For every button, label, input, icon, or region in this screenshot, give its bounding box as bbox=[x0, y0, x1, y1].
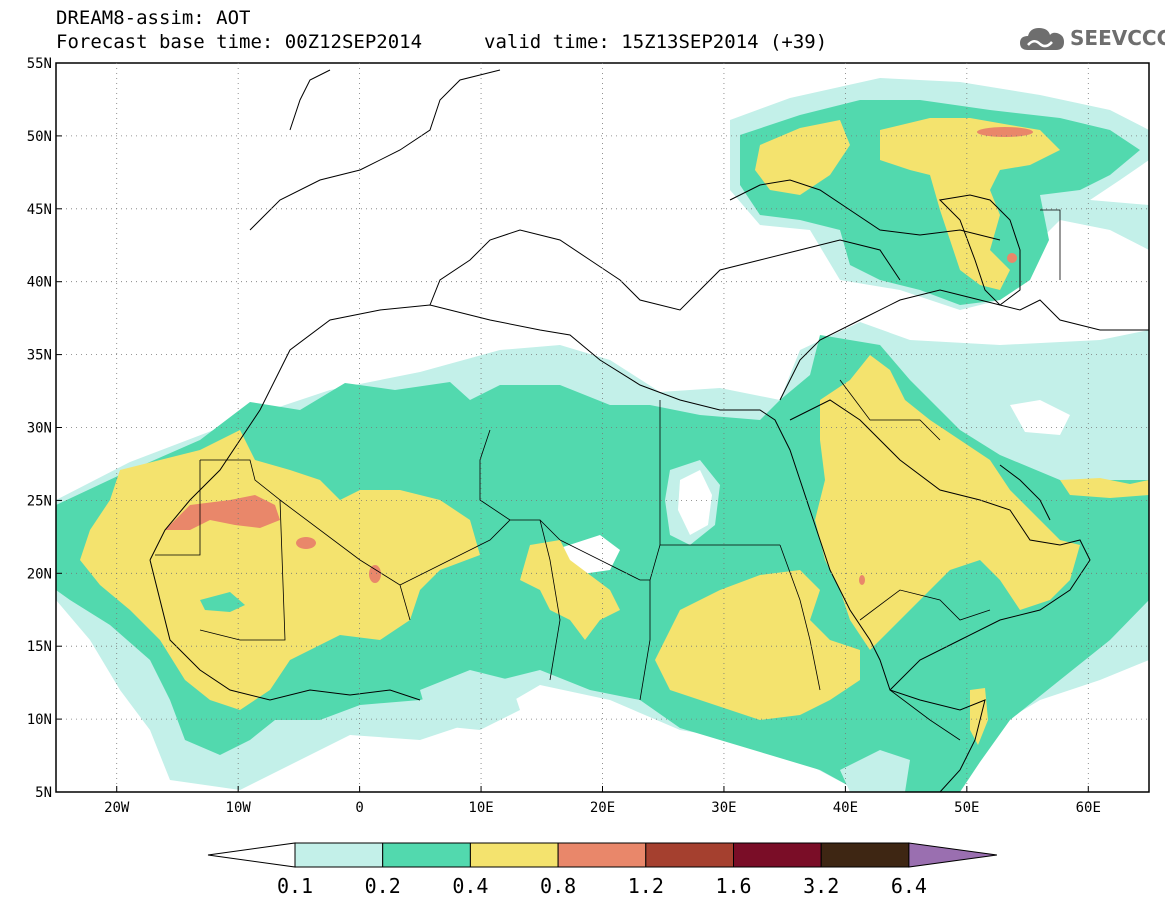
colorbar-label: 0.4 bbox=[452, 874, 488, 898]
valid-time: valid time: 15Z13SEP2014 (+39) bbox=[484, 31, 828, 53]
aot-level-0.4 bbox=[80, 118, 1149, 745]
lon-tick-label: 20E bbox=[590, 800, 615, 816]
lat-tick-label: 20N bbox=[27, 566, 52, 582]
forecast-time-line: Forecast base time: 00Z12SEP2014 valid ti… bbox=[56, 31, 827, 53]
lon-tick-label: 50E bbox=[954, 800, 979, 816]
lon-tick-label: 40E bbox=[833, 800, 858, 816]
lat-tick-label: 40N bbox=[27, 275, 52, 291]
forecast-base-time: Forecast base time: 00Z12SEP2014 bbox=[56, 31, 423, 53]
coastlines bbox=[149, 69, 1149, 792]
colorbar-label: 1.6 bbox=[715, 874, 751, 898]
lat-tick-label: 10N bbox=[27, 712, 52, 728]
map-title: DREAM8-assim: AOT bbox=[56, 7, 251, 29]
colorbar-swatch bbox=[469, 842, 559, 868]
lat-tick-label: 55N bbox=[27, 56, 52, 72]
lat-tick-label: 50N bbox=[27, 129, 52, 145]
lat-tick-label: 15N bbox=[27, 639, 52, 655]
colorbar-swatch bbox=[294, 842, 384, 868]
logo-text: SEEVCCC bbox=[1070, 26, 1165, 50]
colorbar-swatch bbox=[382, 842, 471, 868]
colorbar-swatch bbox=[645, 842, 734, 868]
lat-tick-label: 25N bbox=[27, 493, 52, 509]
colorbar-overflow-arrow bbox=[908, 842, 997, 868]
lon-tick-label: 10W bbox=[226, 800, 252, 816]
cloud-icon bbox=[1020, 28, 1064, 50]
colorbar-label: 0.1 bbox=[277, 874, 313, 898]
colorbar-swatch bbox=[820, 842, 910, 868]
aot-level-0.8 bbox=[165, 127, 1033, 585]
colorbar-label: 1.2 bbox=[628, 874, 664, 898]
colorbar-swatch bbox=[557, 842, 647, 868]
lon-tick-label: 30E bbox=[711, 800, 736, 816]
colorbar-label: 3.2 bbox=[803, 874, 839, 898]
lat-tick-label: 5N bbox=[35, 785, 52, 801]
colorbar-label: 6.4 bbox=[891, 874, 927, 898]
lat-tick-label: 45N bbox=[27, 202, 52, 218]
lon-tick-label: 10E bbox=[468, 800, 493, 816]
colorbar-underflow-arrow bbox=[207, 842, 296, 868]
aot-fields bbox=[56, 78, 1149, 792]
country-borders bbox=[155, 209, 1061, 741]
lon-tick-label: 0 bbox=[355, 800, 363, 816]
latitude-labels: 5N 10N 15N 20N 25N 30N 35N 40N 45N 50N 55N bbox=[27, 56, 52, 801]
lat-tick-label: 30N bbox=[27, 421, 52, 437]
longitude-labels: 20W 10W 0 10E 20E 30E 40E 50E 60E bbox=[104, 800, 1101, 816]
colorbar: 0.1 0.2 0.4 0.8 1.2 1.6 3.2 6.4 bbox=[207, 842, 997, 898]
colorbar-label: 0.8 bbox=[540, 874, 576, 898]
graticule bbox=[56, 62, 1149, 793]
lon-tick-label: 20W bbox=[104, 800, 130, 816]
colorbar-swatch bbox=[733, 842, 822, 868]
colorbar-label: 0.2 bbox=[365, 874, 401, 898]
lon-tick-label: 60E bbox=[1076, 800, 1101, 816]
lat-tick-label: 35N bbox=[27, 348, 52, 364]
seevccc-logo: SEEVCCC bbox=[1018, 22, 1165, 56]
